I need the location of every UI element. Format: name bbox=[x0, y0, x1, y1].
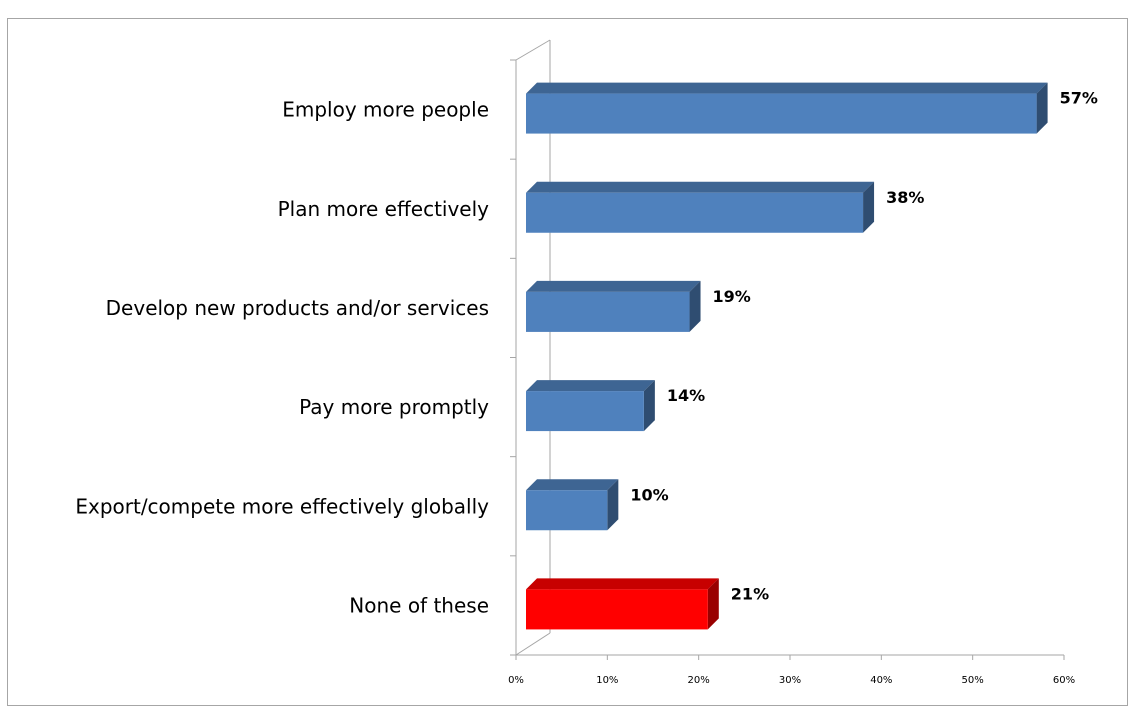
bar-top-face bbox=[526, 181, 875, 193]
data-label: 10% bbox=[630, 485, 668, 504]
bar-side-face bbox=[863, 181, 875, 233]
category-label: None of these bbox=[349, 593, 489, 617]
axis-top-depth-line bbox=[515, 39, 551, 61]
data-label: 19% bbox=[713, 287, 751, 306]
data-label: 21% bbox=[731, 584, 769, 603]
bar-top-face bbox=[526, 380, 655, 392]
bar-side-face bbox=[607, 479, 619, 531]
axis-depth-line bbox=[515, 632, 551, 656]
x-tick-label: 60% bbox=[1053, 675, 1075, 686]
bar-side-face bbox=[689, 280, 701, 332]
x-tick-label: 50% bbox=[962, 675, 984, 686]
category-label: Pay more promptly bbox=[299, 395, 489, 419]
bar bbox=[526, 490, 608, 531]
data-label: 14% bbox=[667, 386, 705, 405]
x-tick-label: 10% bbox=[596, 675, 618, 686]
x-tick-label: 30% bbox=[779, 675, 801, 686]
bar bbox=[526, 93, 1037, 134]
bar-top-face bbox=[526, 280, 701, 292]
bar-top-face bbox=[526, 82, 1048, 94]
category-label: Develop new products and/or services bbox=[106, 296, 489, 320]
bar-top-face bbox=[526, 479, 619, 491]
bar bbox=[526, 291, 690, 332]
chart-axes bbox=[510, 39, 1065, 660]
bar-side-face bbox=[707, 578, 719, 630]
data-label: 38% bbox=[886, 188, 924, 207]
chart-labels: 0% 10% 20% 30% 40% 50% 60% Employ more people 57… bbox=[75, 89, 1098, 686]
x-tick-label: 40% bbox=[870, 675, 892, 686]
category-label: Employ more people bbox=[282, 98, 489, 122]
bar-top-face bbox=[526, 578, 719, 590]
data-label: 57% bbox=[1060, 89, 1098, 108]
bar bbox=[526, 589, 708, 630]
category-label: Export/compete more effectively globally bbox=[75, 494, 489, 518]
bar-side-face bbox=[643, 380, 655, 432]
category-label: Plan more effectively bbox=[278, 197, 490, 221]
x-tick-label: 0% bbox=[508, 675, 524, 686]
bar bbox=[526, 391, 644, 432]
x-tick-label: 20% bbox=[688, 675, 710, 686]
bar bbox=[526, 192, 864, 233]
bar-side-face bbox=[1036, 82, 1048, 134]
chart-bars bbox=[526, 82, 1048, 630]
